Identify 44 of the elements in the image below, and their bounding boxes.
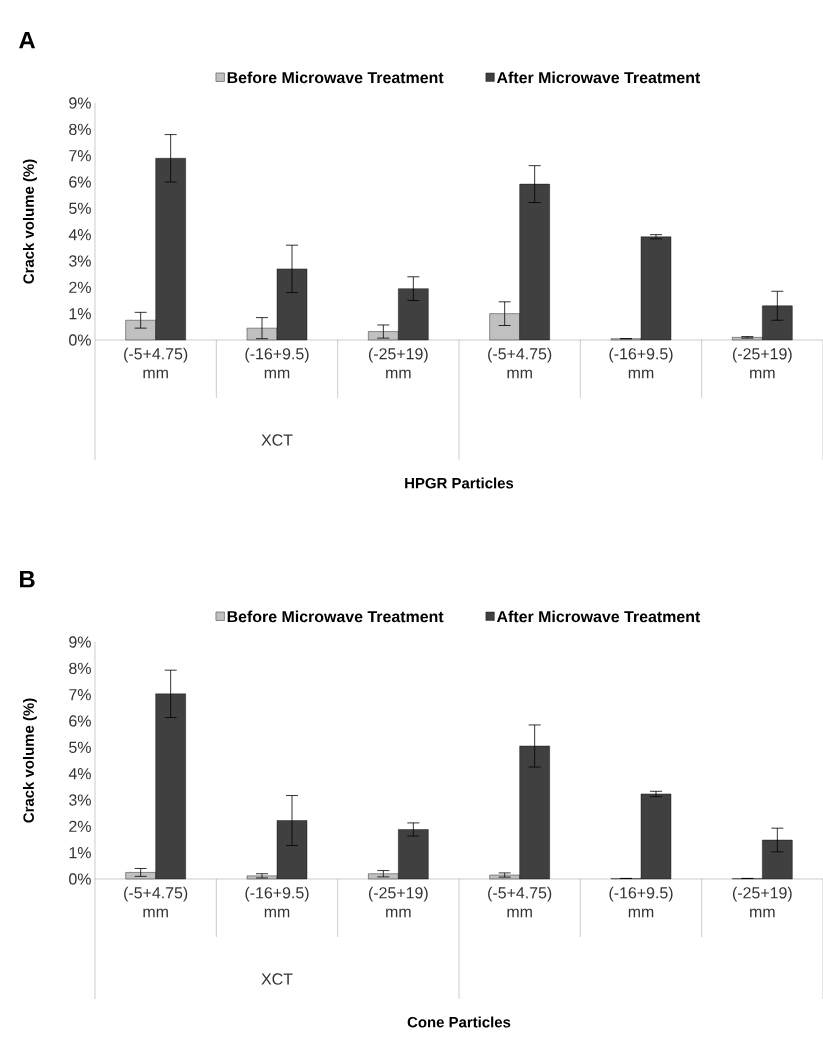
x-tick-label: (-5+4.75) mm	[488, 886, 552, 918]
y-tick-label: 8%	[69, 123, 91, 135]
y-tick-label: 1%	[69, 308, 91, 320]
y-tick-label: 6%	[69, 176, 91, 188]
text: XCT	[261, 434, 293, 446]
y-tick-label: 0%	[69, 334, 91, 346]
x-tick-label: (-25+19) mm	[732, 886, 792, 918]
y-tick-label: 2%	[69, 820, 91, 832]
y-tick-label: 7%	[69, 150, 91, 162]
y-tick-label: 5%	[69, 741, 91, 753]
y-tick-label: 3%	[69, 255, 91, 267]
y-tick-label: 3%	[69, 794, 91, 806]
legend-label: After Microwave Treatment	[496, 610, 701, 623]
y-tick-label: 0%	[69, 873, 91, 885]
y-axis-title: Crack volume (%)	[22, 698, 37, 823]
x-tick-label: (-16+9.5) mm	[609, 347, 673, 379]
y-tick-label: 9%	[69, 97, 91, 109]
x-tick-label: (-25+19) mm	[368, 886, 428, 918]
legend-label: Before Microwave Treatment	[227, 71, 444, 84]
y-tick-label: 7%	[69, 689, 91, 701]
x-tick-label: (-5+4.75) mm	[488, 347, 552, 379]
x-tick-label: (-5+4.75) mm	[124, 347, 188, 379]
y-tick-label: 5%	[69, 202, 91, 214]
legend-label: After Microwave Treatment	[496, 71, 701, 84]
x-tick-label: (-5+4.75) mm	[124, 886, 188, 918]
y-tick-label: 4%	[68, 768, 91, 780]
y-tick-label: 1%	[69, 847, 91, 859]
legend-label: Before Microwave Treatment	[227, 610, 444, 623]
x-axis-title: HPGR Particles	[405, 477, 514, 489]
x-tick-label: (-16+9.5) mm	[609, 886, 673, 918]
y-tick-label: 9%	[69, 636, 91, 648]
x-tick-label: (-16+9.5) mm	[245, 886, 309, 918]
text: XCT	[261, 973, 293, 985]
x-axis-title: Cone Particles	[407, 1016, 511, 1028]
y-tick-label: 2%	[69, 281, 91, 293]
x-tick-label: (-16+9.5) mm	[245, 347, 309, 379]
chart-title: A	[19, 31, 36, 49]
chart-title: B	[20, 570, 35, 588]
y-axis-title: Crack volume (%)	[22, 159, 37, 284]
y-tick-label: 4%	[68, 229, 91, 241]
x-tick-label: (-25+19) mm	[368, 347, 428, 379]
y-tick-label: 8%	[69, 662, 91, 674]
x-tick-label: (-25+19) mm	[732, 347, 792, 379]
y-tick-label: 6%	[69, 715, 91, 727]
